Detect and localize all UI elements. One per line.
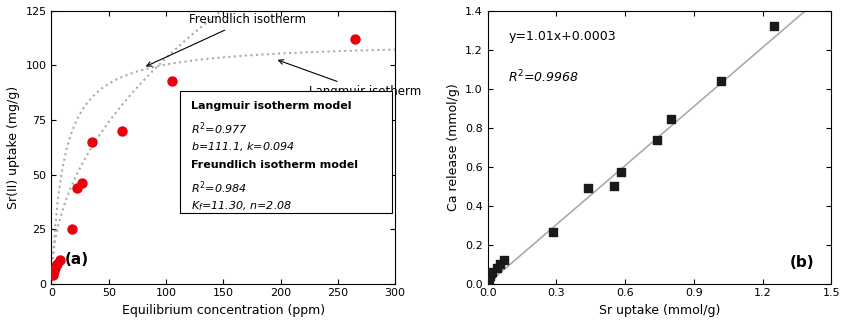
Text: y=1.01x+0.0003: y=1.01x+0.0003	[508, 30, 616, 43]
Point	[490, 265, 504, 271]
Point	[767, 23, 781, 28]
X-axis label: Equilibrium concentration (ppm): Equilibrium concentration (ppm)	[122, 304, 324, 317]
FancyBboxPatch shape	[180, 91, 391, 213]
Text: Langmuir isotherm: Langmuir isotherm	[279, 60, 421, 98]
Text: $R^2$=0.984: $R^2$=0.984	[191, 179, 246, 196]
Point	[47, 268, 60, 273]
Point	[116, 128, 130, 133]
Point	[485, 269, 499, 274]
Y-axis label: Ca release (mmol/g): Ca release (mmol/g)	[446, 83, 460, 211]
Point	[70, 185, 84, 190]
Point	[165, 78, 179, 83]
Text: $R^2$=0.9968: $R^2$=0.9968	[508, 68, 579, 85]
Point	[65, 226, 79, 232]
Text: $b$=111.1, $k$=0.094: $b$=111.1, $k$=0.094	[191, 140, 295, 153]
Point	[348, 37, 362, 42]
Point	[75, 181, 89, 186]
Point	[484, 270, 498, 275]
Point	[51, 261, 64, 267]
Text: (a): (a)	[65, 252, 89, 267]
Point	[85, 139, 98, 145]
Text: Langmuir isotherm model: Langmuir isotherm model	[191, 101, 352, 111]
Text: Freundlich isotherm model: Freundlich isotherm model	[191, 160, 357, 170]
Point	[582, 186, 595, 191]
Point	[482, 277, 495, 282]
Text: Freundlich isotherm: Freundlich isotherm	[147, 13, 306, 66]
Point	[494, 261, 507, 267]
Point	[664, 116, 678, 122]
Point	[48, 266, 62, 271]
Point	[715, 78, 728, 84]
Text: $K_f$=11.30, $n$=2.08: $K_f$=11.30, $n$=2.08	[191, 199, 292, 213]
Point	[46, 272, 59, 277]
Point	[484, 273, 497, 278]
Text: $R^2$=0.977: $R^2$=0.977	[191, 121, 247, 137]
Point	[650, 138, 664, 143]
Point	[546, 229, 560, 235]
Point	[53, 257, 66, 262]
Point	[607, 184, 621, 189]
Point	[614, 169, 628, 174]
X-axis label: Sr uptake (mmol/g): Sr uptake (mmol/g)	[599, 304, 720, 317]
Text: (b): (b)	[790, 255, 815, 270]
Point	[497, 258, 511, 263]
Y-axis label: Sr(II) uptake (mg/g): Sr(II) uptake (mg/g)	[7, 86, 20, 209]
